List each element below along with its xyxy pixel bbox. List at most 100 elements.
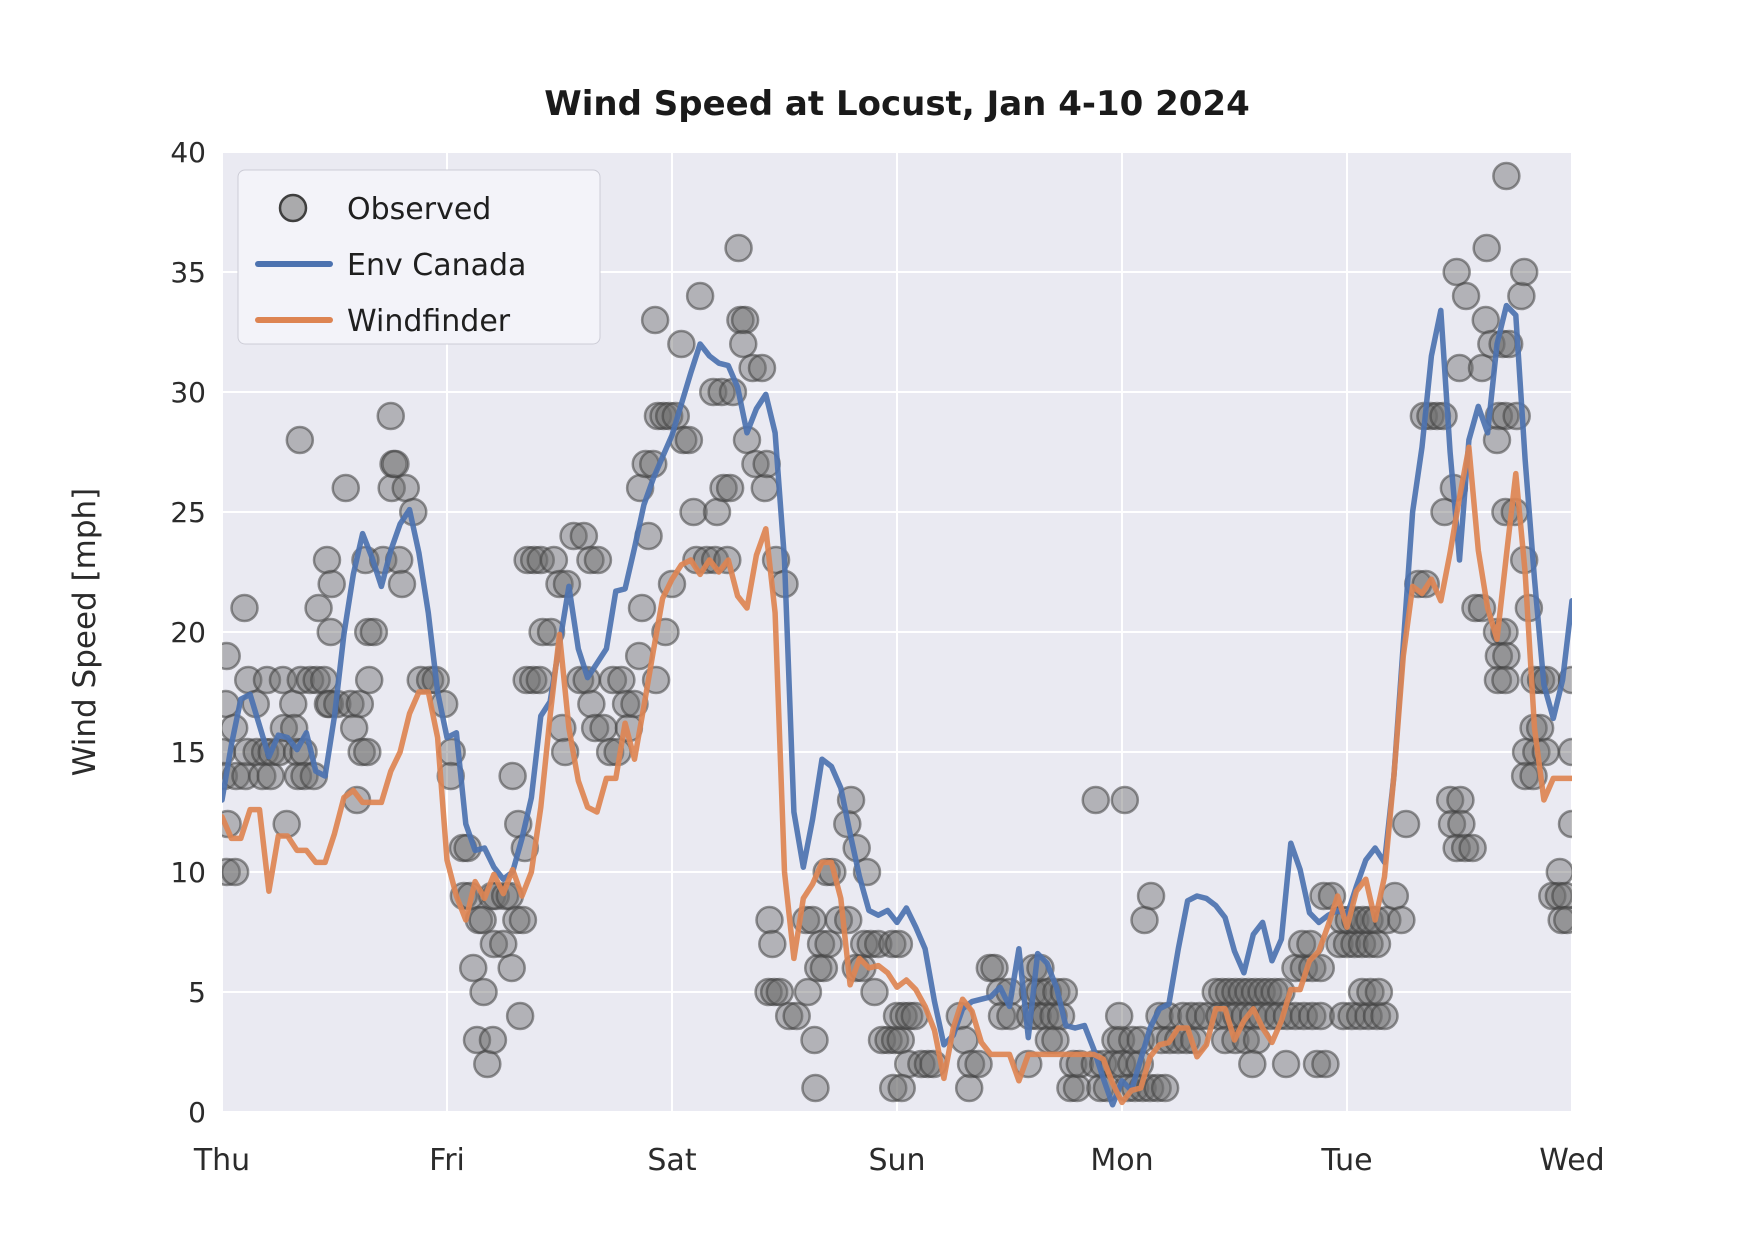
observed-point bbox=[1553, 905, 1572, 935]
x-tick-label: Sun bbox=[868, 1143, 925, 1178]
y-tick-label: 15 bbox=[170, 736, 206, 769]
observed-point bbox=[956, 1049, 986, 1079]
observed-point bbox=[699, 377, 728, 407]
observed-point bbox=[674, 425, 704, 455]
observed-point bbox=[884, 929, 914, 959]
observed-point bbox=[498, 761, 527, 791]
observed-point bbox=[479, 929, 509, 959]
observed-point bbox=[583, 545, 613, 575]
observed-point bbox=[436, 761, 465, 791]
observed-point bbox=[598, 665, 628, 695]
observed-point bbox=[359, 617, 389, 647]
observed-point bbox=[391, 473, 420, 503]
legend-label-env-canada: Env Canada bbox=[347, 248, 526, 283]
observed-point bbox=[459, 953, 488, 983]
observed-point bbox=[685, 281, 715, 311]
legend-box bbox=[237, 169, 601, 345]
observed-point bbox=[272, 809, 301, 839]
observed-point bbox=[1557, 809, 1572, 839]
observed-point bbox=[528, 617, 557, 647]
y-axis-label: Wind Speed [mph] bbox=[67, 488, 103, 777]
observed-point bbox=[468, 905, 497, 935]
observed-point bbox=[741, 449, 770, 479]
observed-point bbox=[462, 1025, 492, 1055]
observed-marker-icon bbox=[278, 193, 308, 223]
observed-point bbox=[1492, 161, 1521, 191]
observed-point bbox=[878, 929, 907, 959]
x-tick-label: Sat bbox=[647, 1143, 696, 1178]
observed-point bbox=[381, 449, 410, 479]
env-canada-line bbox=[222, 302, 1572, 1108]
observed-point bbox=[1391, 809, 1421, 839]
observed-point bbox=[279, 689, 308, 719]
observed-point bbox=[1482, 425, 1512, 455]
observed-point bbox=[1059, 1049, 1088, 1079]
observed-point bbox=[1306, 1001, 1335, 1031]
observed-point bbox=[230, 593, 259, 623]
observed-point bbox=[1150, 1073, 1180, 1103]
observed-point bbox=[1472, 233, 1501, 263]
y-tick-label: 40 bbox=[170, 136, 206, 169]
observed-point bbox=[1458, 833, 1487, 863]
observed-point bbox=[730, 305, 760, 335]
observed-point bbox=[339, 713, 369, 743]
observed-point bbox=[747, 353, 777, 383]
observed-point bbox=[814, 929, 843, 959]
observed-point bbox=[809, 953, 839, 983]
observed-point bbox=[954, 1073, 984, 1103]
observed-point bbox=[679, 497, 708, 527]
observed-point bbox=[1325, 929, 1354, 959]
observed-point bbox=[576, 545, 605, 575]
y-tick-label: 10 bbox=[170, 856, 206, 889]
observed-point bbox=[640, 305, 670, 335]
observed-point bbox=[806, 929, 836, 959]
observed-point bbox=[834, 905, 863, 935]
observed-point bbox=[279, 713, 309, 743]
observed-point bbox=[724, 233, 753, 263]
observed-point bbox=[304, 593, 333, 623]
legend: Observed Env Canada Windfinder bbox=[237, 169, 601, 345]
observed-point bbox=[1302, 1049, 1332, 1079]
legend-label-windfinder: Windfinder bbox=[347, 304, 511, 339]
chart-title: Wind Speed at Locust, Jan 4-10 2024 bbox=[544, 84, 1250, 124]
observed-point bbox=[222, 857, 250, 887]
observed-point bbox=[758, 929, 787, 959]
observed-point bbox=[1502, 401, 1531, 431]
observed-point bbox=[489, 929, 518, 959]
observed-point bbox=[589, 713, 618, 743]
observed-point bbox=[1143, 1073, 1172, 1103]
observed-point bbox=[1136, 881, 1166, 911]
observed-point bbox=[1387, 905, 1416, 935]
observed-point bbox=[286, 665, 315, 695]
observed-point bbox=[964, 1049, 993, 1079]
y-tick-label: 20 bbox=[170, 616, 206, 649]
observed-point bbox=[1110, 785, 1140, 815]
observed-point bbox=[1446, 785, 1475, 815]
observed-point bbox=[525, 665, 555, 695]
observed-point bbox=[1545, 857, 1572, 887]
observed-point bbox=[1287, 929, 1317, 959]
observed-points bbox=[222, 161, 1572, 1103]
observed-point bbox=[497, 953, 526, 983]
observed-point bbox=[519, 665, 548, 695]
observed-point bbox=[800, 1025, 829, 1055]
observed-point bbox=[345, 689, 375, 719]
observed-point bbox=[1380, 881, 1410, 911]
observed-point bbox=[222, 689, 240, 719]
observed-point bbox=[354, 665, 384, 695]
observed-point bbox=[782, 1001, 811, 1031]
observed-point bbox=[387, 569, 417, 599]
observed-point bbox=[1238, 1049, 1267, 1079]
observed-point bbox=[1364, 977, 1394, 1007]
observed-point bbox=[1062, 1073, 1092, 1103]
observed-point bbox=[1450, 833, 1480, 863]
observed-point bbox=[1525, 713, 1555, 743]
observed-point bbox=[478, 1025, 508, 1055]
observed-point bbox=[1551, 881, 1572, 911]
observed-point bbox=[316, 617, 345, 647]
x-tick-label: Mon bbox=[1090, 1143, 1153, 1178]
observed-point bbox=[519, 545, 549, 575]
observed-point bbox=[353, 737, 382, 767]
